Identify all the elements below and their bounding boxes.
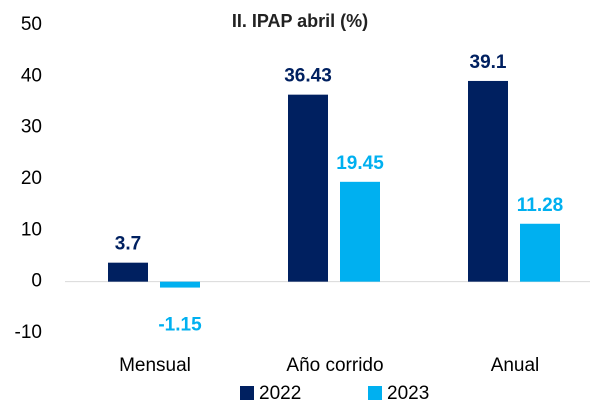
legend-swatch <box>240 386 254 400</box>
legend-label: 2023 <box>387 383 429 404</box>
data-label: 3.7 <box>115 234 141 255</box>
data-label: -1.15 <box>158 315 202 336</box>
x-tick-label: Anual <box>491 355 540 376</box>
x-tick-label: Mensual <box>119 355 191 376</box>
data-label: 39.1 <box>470 52 507 73</box>
bar <box>108 262 148 282</box>
y-tick-label: 10 <box>21 219 42 240</box>
y-tick-label: 40 <box>21 65 42 86</box>
y-tick-label: 30 <box>21 117 42 138</box>
data-label: 19.45 <box>336 153 384 174</box>
chart-title: II. IPAP abril (%) <box>232 11 368 31</box>
bar <box>468 80 508 282</box>
x-tick-label: Año corrido <box>286 355 383 376</box>
legend-swatch <box>368 386 382 400</box>
data-label: 11.28 <box>517 195 564 216</box>
data-label: 36.43 <box>284 66 332 87</box>
legend-label: 2022 <box>259 383 301 404</box>
bar <box>520 223 560 282</box>
bar <box>160 281 200 288</box>
bar <box>340 181 380 282</box>
bar <box>288 94 328 282</box>
y-tick-label: 0 <box>31 271 42 292</box>
y-tick-label: 50 <box>21 14 42 35</box>
y-tick-label: 20 <box>21 168 42 189</box>
y-tick-label: -10 <box>15 322 42 343</box>
